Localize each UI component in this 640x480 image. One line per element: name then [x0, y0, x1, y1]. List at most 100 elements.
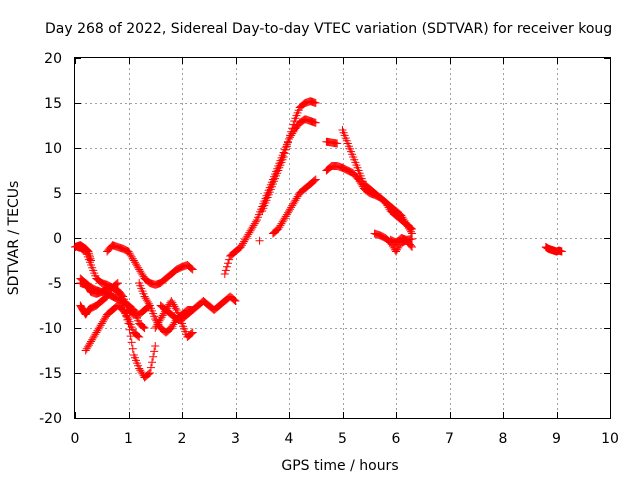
data-point: [187, 306, 196, 315]
data-point: [127, 252, 136, 261]
data-point: [282, 210, 291, 219]
data-point: [286, 205, 295, 214]
data-point: [296, 118, 305, 127]
data-point: [95, 277, 104, 286]
data-point: [340, 164, 349, 173]
data-point: [250, 219, 259, 228]
data-point: [82, 344, 91, 353]
data-point: [154, 318, 163, 327]
data-point: [121, 245, 130, 254]
data-point: [238, 239, 247, 248]
data-point: [286, 131, 295, 140]
data-point: [110, 293, 119, 302]
data-point: [379, 232, 388, 241]
series-track-c: [76, 279, 122, 319]
data-point: [167, 324, 176, 332]
data-point: [96, 321, 105, 330]
data-point: [285, 207, 293, 215]
data-point: [151, 324, 160, 332]
data-point: [378, 232, 387, 241]
series-track-t: [255, 236, 264, 245]
series-track-p: [322, 137, 342, 148]
data-point: [144, 278, 153, 287]
data-point: [342, 165, 351, 174]
data-point: [146, 363, 155, 372]
data-point: [274, 225, 283, 233]
data-point: [143, 277, 152, 286]
data-point: [170, 313, 179, 322]
data-point: [282, 142, 291, 151]
data-point: [377, 231, 386, 240]
data-point: [248, 223, 257, 232]
data-points: [71, 97, 566, 382]
x-tick-label: 7: [445, 431, 454, 447]
data-point: [151, 342, 160, 350]
data-point: [141, 294, 150, 303]
data-point: [406, 227, 415, 236]
data-point: [137, 368, 146, 377]
data-point: [272, 226, 281, 235]
data-point: [82, 245, 91, 254]
data-point: [168, 298, 177, 307]
plot-frame: [74, 57, 611, 419]
data-point: [88, 335, 97, 344]
data-point: [128, 344, 137, 353]
data-point: [188, 265, 197, 274]
data-point: [386, 235, 395, 244]
data-point: [174, 264, 183, 273]
grid-lines: [75, 58, 610, 418]
data-point: [247, 225, 256, 233]
data-point: [240, 237, 249, 246]
data-point: [280, 214, 289, 223]
data-point: [133, 331, 142, 340]
data-point: [290, 198, 299, 206]
data-point: [138, 322, 147, 331]
data-point: [186, 330, 195, 339]
y-tick-label: 20: [44, 51, 62, 67]
y-tick-label: 0: [53, 231, 62, 247]
data-point: [344, 167, 353, 176]
data-point: [86, 254, 95, 263]
data-point: [149, 352, 158, 361]
data-point: [405, 225, 414, 234]
y-tick-label: 5: [53, 186, 62, 202]
x-tick-label: 8: [499, 431, 508, 447]
data-point: [310, 176, 319, 185]
data-point: [150, 347, 159, 356]
data-point: [135, 333, 144, 341]
data-point: [92, 328, 101, 337]
data-point: [293, 192, 302, 201]
series-track-e: [76, 279, 154, 319]
data-point: [311, 99, 320, 107]
data-point: [145, 369, 154, 377]
data-point: [289, 199, 298, 208]
x-tick-label: 6: [392, 431, 401, 447]
data-point: [278, 217, 287, 226]
data-point: [93, 326, 102, 335]
data-point: [325, 163, 334, 172]
data-point: [255, 236, 264, 245]
data-point: [188, 328, 197, 337]
x-tick-label: 0: [71, 431, 80, 447]
data-point: [287, 127, 296, 136]
y-tick-label: -15: [39, 366, 62, 382]
series-track-g: [103, 241, 197, 289]
data-point: [120, 245, 129, 254]
data-point: [129, 256, 138, 265]
data-point: [144, 299, 153, 308]
data-point: [127, 308, 136, 317]
data-point: [402, 220, 411, 229]
data-point: [275, 223, 284, 232]
data-point: [398, 213, 407, 222]
data-point: [169, 300, 178, 309]
data-point: [109, 293, 118, 302]
data-point: [277, 219, 286, 228]
y-axis-label: SDTVAR / TECUs: [6, 181, 22, 296]
data-point: [84, 247, 93, 256]
data-point: [287, 203, 296, 212]
data-point: [140, 324, 149, 332]
data-point: [117, 304, 126, 313]
data-point: [142, 296, 151, 305]
data-point: [354, 175, 363, 184]
data-point: [176, 263, 185, 272]
